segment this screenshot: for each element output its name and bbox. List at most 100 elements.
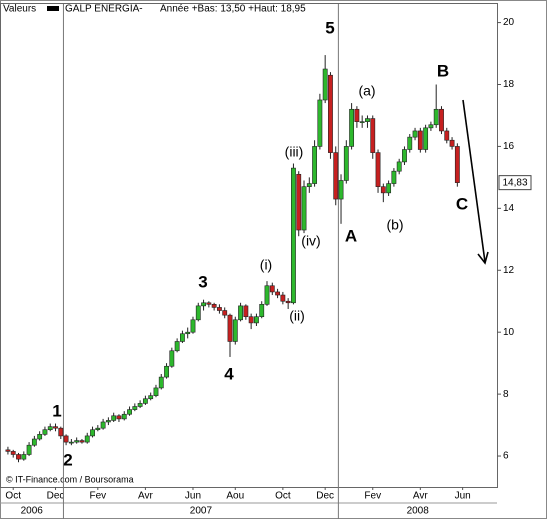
wave-label: 3 [198, 272, 207, 291]
candle-body [201, 302, 206, 307]
wave-label: 4 [224, 364, 234, 383]
candle-body [74, 440, 80, 443]
header-range: Année +Bas: 13,50 +Haut: 18,95 [160, 4, 306, 15]
candle-body [349, 108, 355, 147]
candle-body [127, 409, 132, 415]
candle-body [174, 341, 180, 352]
candle-body [259, 304, 265, 318]
candle-body [449, 139, 455, 147]
candle-body [137, 403, 143, 407]
candle-body [391, 170, 397, 184]
candle-body [190, 319, 196, 333]
y-tick-label: 12 [503, 265, 515, 276]
candle-body [42, 429, 48, 435]
x-tick-label: Fev [89, 491, 106, 502]
x-tick-label: Aou [226, 491, 244, 502]
candle-body [227, 314, 233, 342]
candle-body [386, 183, 392, 194]
candle-body [63, 435, 69, 443]
wave-label: (iii) [285, 144, 304, 160]
candle-body [47, 426, 53, 431]
candle-body [396, 161, 402, 172]
candle-body [238, 305, 243, 321]
candle-body [169, 350, 175, 367]
candle-body [5, 449, 11, 452]
candle-body [454, 146, 460, 183]
x-tick-label: Oct [275, 491, 291, 502]
candle-body [296, 173, 302, 231]
candle-body [275, 291, 280, 296]
candle-body [158, 376, 164, 389]
candle-body [412, 130, 418, 138]
candle-body [58, 427, 64, 437]
candle-body [79, 440, 85, 443]
candle-body [179, 333, 185, 342]
candle-body [317, 99, 323, 147]
candle-body [10, 451, 16, 455]
candle-body [116, 415, 122, 420]
candle-body [417, 130, 423, 150]
candle-body [222, 310, 228, 316]
trend-arrow [462, 99, 489, 265]
header-name: GALP ENERGIA- [65, 4, 143, 15]
candle-body [333, 152, 339, 200]
x-tick-label: Jun [185, 491, 201, 502]
y-tick-label: 10 [503, 327, 515, 338]
candle-body [90, 429, 95, 437]
candle-body [343, 146, 349, 181]
y-tick-label: 18 [503, 79, 515, 90]
year-label: 2006 [21, 506, 44, 517]
wave-label: A [345, 226, 357, 245]
candle-body [232, 319, 238, 342]
candle-body [433, 108, 439, 126]
year-label: 2007 [190, 506, 213, 517]
candle-body [111, 415, 117, 421]
arrow-head [477, 251, 489, 265]
candle-body [217, 307, 222, 311]
arrow-line [462, 99, 486, 263]
wave-label: (iv) [301, 233, 320, 249]
x-tick-label: Avr [138, 491, 153, 502]
wave-label: (a) [358, 83, 375, 99]
wave-label: C [456, 194, 468, 213]
candle-body [195, 305, 201, 321]
y-tick-label: 16 [503, 141, 515, 152]
candle-body [301, 186, 307, 231]
candle-body [280, 294, 286, 302]
candle-body [375, 152, 381, 187]
wave-label: 5 [325, 18, 334, 37]
header-label: Valeurs [3, 4, 36, 15]
candle-body [370, 118, 376, 153]
candle-body [16, 454, 21, 460]
candle-body [185, 331, 191, 335]
candle-body [248, 316, 254, 324]
candle-body [291, 167, 296, 304]
candle-body [444, 130, 450, 141]
candle-body [380, 186, 386, 194]
candle-body [423, 127, 429, 150]
candle-body [402, 149, 407, 163]
candle-body [68, 441, 74, 444]
candle-body [148, 395, 154, 400]
credit: © IT-Finance.com / Boursorama [6, 474, 134, 484]
candle-body [312, 146, 318, 184]
y-tick-label: 6 [503, 451, 509, 462]
candle-body [269, 285, 275, 293]
year-label: 2008 [407, 506, 430, 517]
candle-body [306, 183, 312, 187]
last-price-label: 14,83 [502, 177, 527, 188]
x-tick-label: Dec [47, 491, 65, 502]
last-price-box [498, 175, 532, 191]
candle-body [407, 136, 413, 150]
candle-body [365, 118, 370, 122]
candle-body [84, 435, 90, 443]
wave-label: (b) [386, 217, 403, 233]
y-tick-label: 20 [503, 17, 515, 28]
x-tick-label: Avr [413, 491, 428, 502]
candle-body [439, 108, 444, 132]
candle-body [243, 305, 249, 318]
candle-body [153, 387, 159, 396]
candle-body [164, 365, 169, 378]
